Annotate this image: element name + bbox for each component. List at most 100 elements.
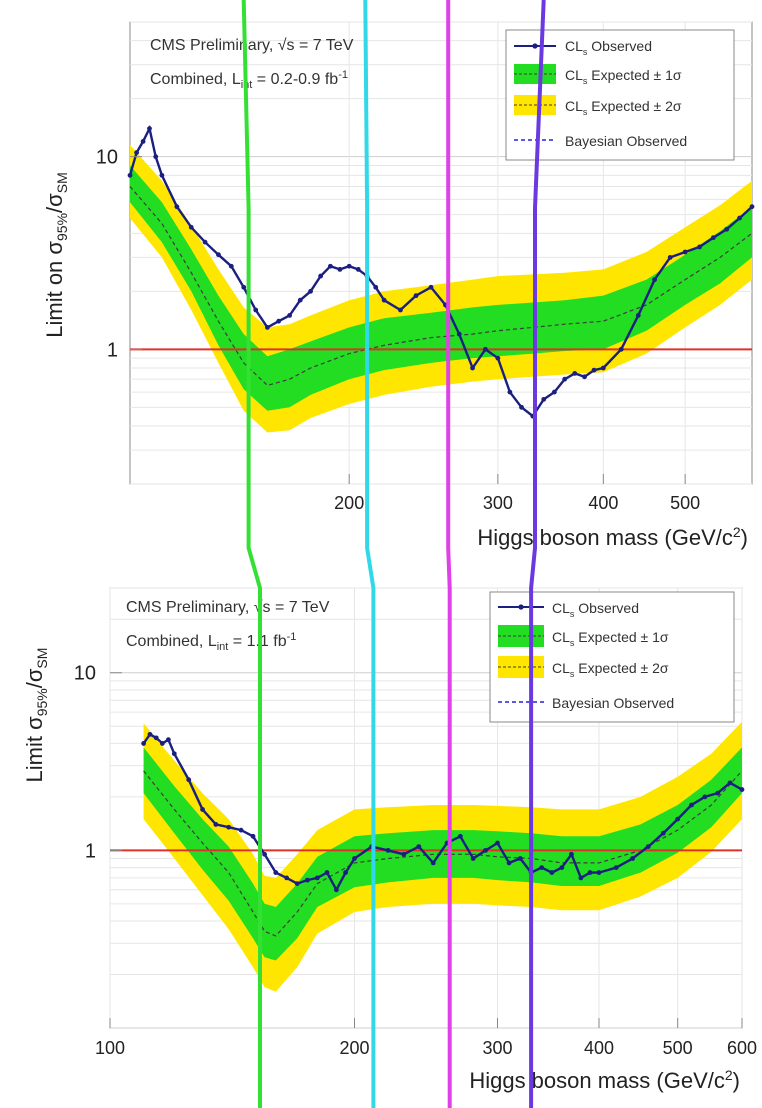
bottom-band-1sigma-area [143,747,743,961]
top-observed-point [140,139,146,144]
top-observed-point [355,266,361,272]
bottom-observed-point [715,790,721,796]
bottom-observed-point [495,840,500,846]
vertical-overlay-line [529,0,546,1108]
bottom-band-1sigma [143,747,743,961]
top-observed-point [327,263,333,269]
top-observed-point [264,324,270,330]
bottom-observed-point [304,877,310,883]
top-observed-point [127,172,133,178]
bottom-observed-point [333,887,339,893]
top-observed-line [127,124,755,419]
bottom-observed-point [314,875,320,881]
top-observed-point [276,318,282,324]
bottom-annotation-line1: CMS Preliminary, √s = 7 TeV [126,599,330,616]
top-x-tick-label: 200 [334,493,364,513]
bottom-legend-entry-bayes: Bayesian Observed [552,695,674,711]
top-expected-path [129,186,753,387]
bottom-observed-point [352,856,357,861]
bottom-observed-point [596,870,602,875]
top-x-axis-label: Higgs boson mass (GeV/c2) [477,524,748,550]
top-observed-point [749,204,755,210]
top-annotation-line1: CMS Preliminary, √s = 7 TeV [150,37,354,54]
top-x-tick-label: 400 [588,493,618,513]
bottom-observed-point [273,870,279,875]
bottom-observed-point [200,807,205,812]
bottom-observed-point [549,870,555,875]
top-x-tick-labels: 200 300 400 500 [334,474,700,513]
top-y-tick-label: 1 [107,339,118,361]
bottom-observed-point [675,816,681,822]
top-legend-observed-marker [532,43,538,49]
top-observed-point [724,226,730,232]
top-observed-point [241,284,247,290]
bottom-observed-point [250,833,256,839]
bottom-x-axis-label: Higgs boson mass (GeV/c2) [469,1067,740,1093]
top-observed-point [381,297,387,303]
top-observed-point [346,263,352,269]
bottom-observed-line [141,731,745,893]
bottom-observed-point [587,870,593,875]
bottom-expected-line [143,770,743,937]
bottom-observed-point [159,741,165,746]
bottom-legend-observed-marker [518,604,524,610]
top-observed-point [153,154,159,160]
top-observed-point [710,235,716,241]
vertical-overlay-lines [241,0,546,1108]
top-observed-path [128,124,753,418]
bottom-observed-point [238,827,244,833]
bottom-observed-point [645,844,651,850]
bottom-y-axis-label: Limit σ95%/σSM [22,648,50,783]
top-observed-point [591,367,597,373]
top-legend-entry-observed: CLs Observed [565,38,652,57]
bottom-x-tick-labels: 100 200 300 400 500 600 [95,1018,757,1058]
bottom-observed-point [613,865,619,870]
bottom-legend-entry-observed: CLs Observed [552,600,639,619]
top-observed-point [373,284,379,290]
top-observed-point [667,255,673,260]
vertical-overlay-line [446,0,452,1108]
top-observed-point [398,307,403,313]
top-observed-point [541,396,547,402]
bottom-y-tick-label: 10 [74,663,96,685]
top-observed-point [483,346,488,352]
bottom-observed-point [153,735,159,741]
bottom-observed-point [660,830,666,836]
bottom-observed-point [457,833,463,839]
top-y-tick-label: 10 [96,147,118,169]
top-y-axis-label: Limit on σ95%/σSM [42,172,70,337]
bottom-observed-path [142,732,743,893]
top-observed-point [413,293,419,299]
bottom-observed-point [147,731,153,737]
top-expected-line [129,186,753,387]
top-x-tick-label: 300 [483,493,513,513]
vertical-overlay-line [241,0,262,1108]
top-observed-point [174,204,180,210]
top-observed-point [572,371,578,376]
top-observed-point [456,331,462,337]
bottom-observed-point [343,870,348,875]
top-observed-point [737,215,742,221]
top-y-tick-labels: 1 10 [96,147,142,361]
bottom-legend: CLs Observed CLs Expected ± 1σ CLs Expec… [489,591,735,723]
bottom-observed-point [165,737,171,743]
bottom-observed-point [294,881,300,887]
top-chart-panel: 200 300 400 500 1 10 CMS Preliminary, √s = 7… [42,21,755,550]
bottom-observed-point [539,865,545,870]
bottom-observed-point [630,856,636,861]
top-observed-point [134,150,140,155]
bottom-observed-point [559,865,565,870]
top-observed-point [202,239,208,245]
bottom-observed-point [689,802,694,808]
bottom-x-tick-label: 600 [727,1038,757,1058]
top-observed-point [228,263,234,269]
bottom-observed-point [141,741,147,746]
bottom-observed-point [262,851,267,857]
top-observed-point [428,284,434,290]
top-observed-point [287,313,293,318]
top-observed-point [652,277,657,283]
top-observed-point [159,172,165,178]
bottom-observed-point [739,787,745,792]
bottom-observed-point [506,860,512,866]
